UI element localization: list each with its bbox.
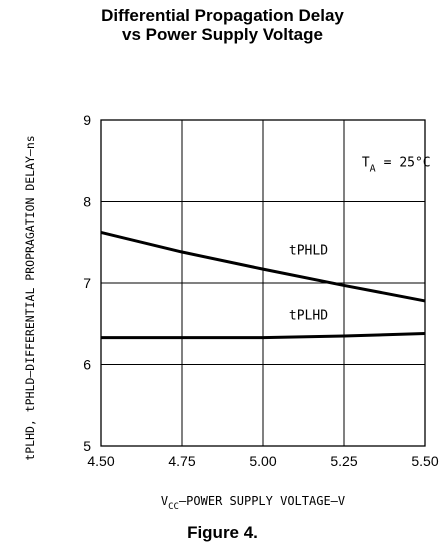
series-label-tPHLD: tPHLD [289,243,328,258]
series-lines [100,231,426,340]
y-tick-label: 9 [83,112,91,128]
y-tick-label: 8 [83,194,91,210]
x-tick-label: 5.50 [411,453,438,469]
y-tick-labels: 5 6 7 8 9 [83,112,91,454]
series-line-tPHLD [100,231,426,303]
x-tick-label: 5.00 [249,453,276,469]
temperature-annotation: TA = 25°C [362,155,431,174]
y-axis-label: tPLHD, tPHLD–DIFFERENTIAL PROPRAGATION D… [23,135,37,460]
x-axis-label-sub: CC [168,502,179,512]
figure-caption: Figure 4. [187,523,258,542]
annotation-main: T [362,155,370,170]
chart-title: Differential Propagation Delay [101,6,344,25]
annotation-sub: A [370,163,376,174]
series-line-tPLHD [101,332,426,340]
x-axis-label-rest: –POWER SUPPLY VOLTAGE–V [179,494,345,508]
x-axis-label-main: V [161,494,168,508]
x-tick-label: 4.75 [168,453,195,469]
annotation-rest: = 25°C [384,155,431,170]
series-label-tPLHD: tPLHD [289,309,328,324]
chart-subtitle: vs Power Supply Voltage [122,25,323,44]
series-labels: tPHLD tPLHD [289,243,328,323]
y-tick-label: 7 [83,275,91,291]
y-tick-label: 5 [83,438,91,454]
plot-frame [100,119,426,447]
x-tick-labels: 4.50 4.75 5.00 5.25 5.50 [87,453,438,469]
x-axis-label: VCC–POWER SUPPLY VOLTAGE–V [161,494,345,512]
y-tick-label: 6 [83,357,91,373]
x-tick-label: 4.50 [87,453,114,469]
x-tick-label: 5.25 [330,453,357,469]
grid-lines [101,120,425,446]
